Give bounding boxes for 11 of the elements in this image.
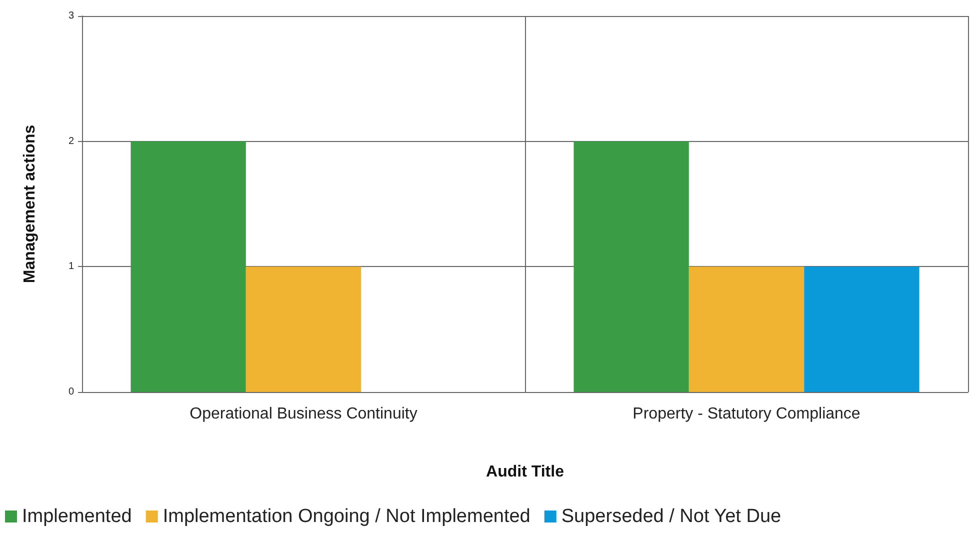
y-tick-label: 2: [68, 136, 74, 147]
x-axis-title: Audit Title: [486, 464, 564, 480]
y-tick-label: 3: [68, 10, 74, 22]
legend-label: Implemented: [22, 506, 132, 527]
y-axis-title: Management actions: [22, 124, 38, 284]
x-tick-label: Operational Business Continuity: [190, 406, 418, 422]
legend-label: Superseded / Not Yet Due: [561, 506, 782, 527]
legend-label: Implementation Ongoing / Not Implemented: [162, 506, 530, 527]
y-tick-label: 0: [68, 386, 74, 398]
y-tick-label: 1: [68, 261, 74, 272]
x-tick-label: Property - Statutory Compliance: [632, 406, 860, 422]
